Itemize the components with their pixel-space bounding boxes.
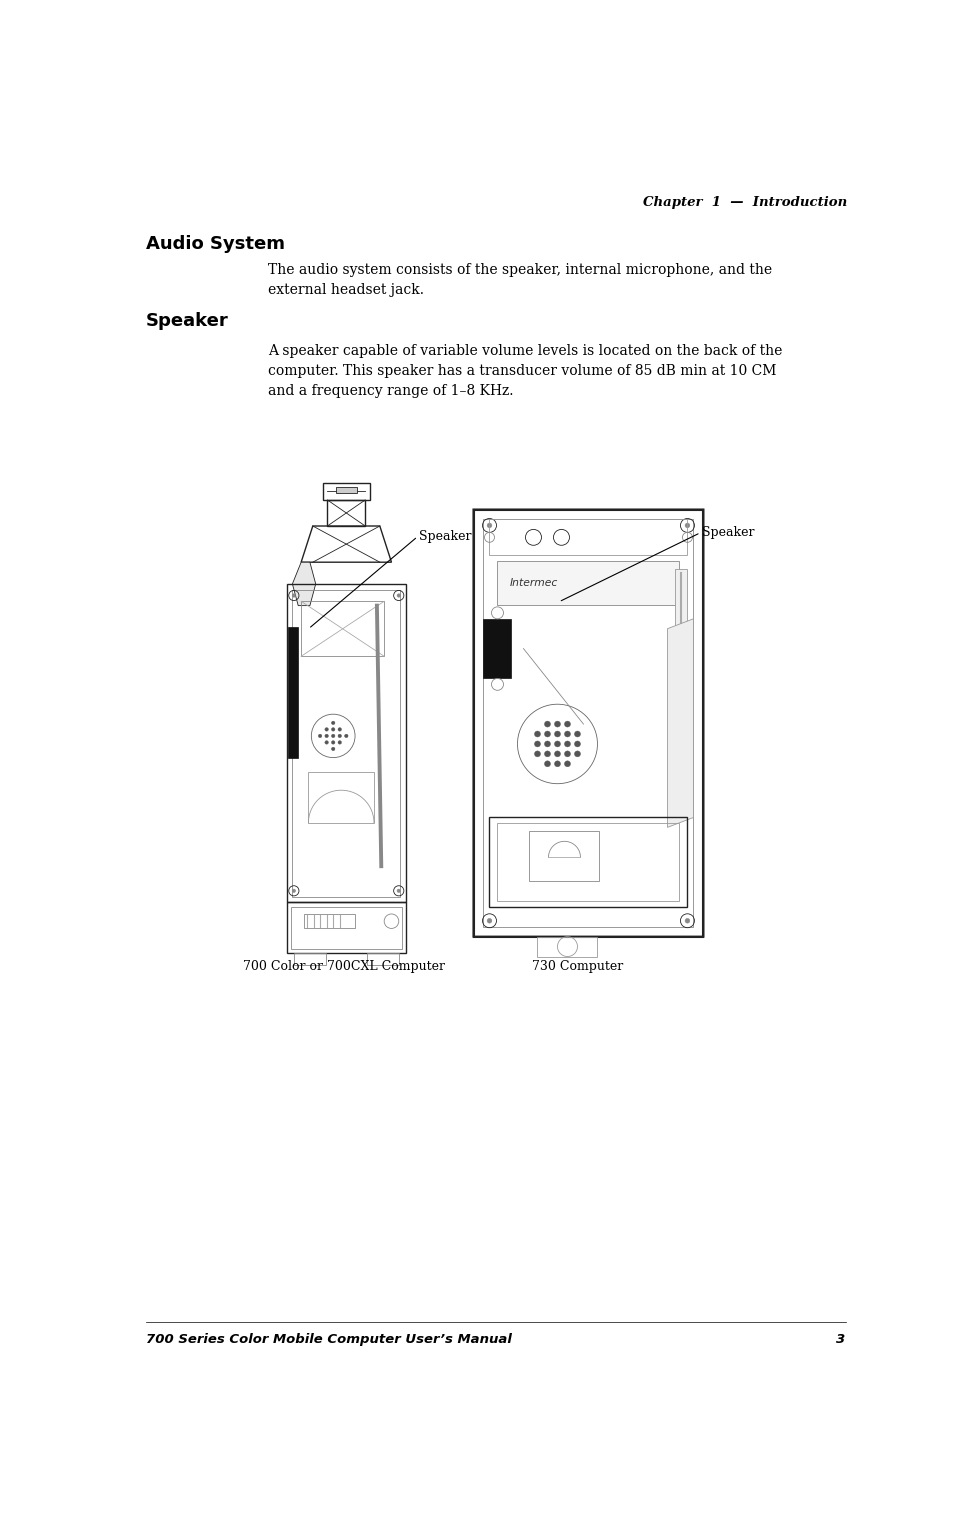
Circle shape: [325, 741, 329, 744]
Text: Intermec: Intermec: [510, 579, 558, 588]
Circle shape: [574, 741, 580, 747]
Circle shape: [332, 734, 335, 738]
Bar: [328, 500, 366, 526]
Bar: [484, 519, 693, 927]
Circle shape: [332, 722, 335, 725]
Circle shape: [565, 722, 571, 728]
Text: Speaker: Speaker: [146, 311, 228, 330]
Polygon shape: [292, 562, 315, 606]
Bar: [489, 519, 688, 556]
Circle shape: [332, 741, 335, 744]
Circle shape: [554, 750, 561, 756]
Bar: [304, 914, 355, 928]
Circle shape: [544, 750, 550, 756]
Circle shape: [487, 523, 492, 527]
Bar: [489, 817, 688, 907]
Bar: [294, 952, 326, 965]
Bar: [288, 627, 298, 758]
Bar: [292, 589, 400, 896]
Circle shape: [338, 728, 341, 731]
Circle shape: [554, 741, 561, 747]
Circle shape: [565, 750, 571, 756]
Polygon shape: [667, 618, 693, 828]
Circle shape: [318, 734, 322, 738]
Circle shape: [544, 741, 550, 747]
Bar: [366, 952, 398, 965]
Bar: [538, 937, 598, 957]
Bar: [291, 907, 401, 949]
Circle shape: [574, 750, 580, 756]
Circle shape: [565, 731, 571, 737]
Bar: [497, 561, 680, 605]
Bar: [676, 570, 688, 767]
Circle shape: [535, 731, 541, 737]
Bar: [323, 483, 369, 500]
Circle shape: [544, 731, 550, 737]
Circle shape: [332, 728, 335, 731]
Circle shape: [397, 594, 400, 597]
Bar: [497, 823, 680, 901]
Text: A speaker capable of variable volume levels is located on the back of the
comput: A speaker capable of variable volume lev…: [268, 343, 782, 398]
Circle shape: [565, 761, 571, 767]
Circle shape: [574, 731, 580, 737]
Circle shape: [338, 741, 341, 744]
Circle shape: [685, 919, 689, 924]
Circle shape: [535, 741, 541, 747]
Circle shape: [344, 734, 348, 738]
Circle shape: [325, 728, 329, 731]
Circle shape: [325, 734, 329, 738]
Circle shape: [292, 889, 296, 893]
Text: Speaker: Speaker: [420, 530, 472, 542]
Circle shape: [565, 741, 571, 747]
Text: 700 Series Color Mobile Computer User’s Manual: 700 Series Color Mobile Computer User’s …: [146, 1334, 512, 1346]
Bar: [474, 509, 703, 937]
Bar: [286, 902, 406, 952]
Bar: [530, 831, 600, 881]
Circle shape: [554, 722, 561, 728]
Text: Speaker: Speaker: [702, 526, 754, 539]
Bar: [286, 583, 406, 902]
Text: Audio System: Audio System: [146, 234, 284, 252]
Text: 700 Color or 700CXL Computer: 700 Color or 700CXL Computer: [243, 960, 445, 974]
Circle shape: [397, 889, 400, 893]
Circle shape: [535, 750, 541, 756]
Circle shape: [338, 734, 341, 738]
Circle shape: [544, 722, 550, 728]
Circle shape: [292, 594, 296, 597]
Circle shape: [487, 919, 492, 924]
Text: 3: 3: [836, 1334, 845, 1346]
Text: The audio system consists of the speaker, internal microphone, and the
external : The audio system consists of the speaker…: [268, 263, 773, 298]
Circle shape: [554, 761, 561, 767]
Circle shape: [685, 523, 689, 527]
Bar: [484, 618, 512, 679]
Text: 730 Computer: 730 Computer: [533, 960, 624, 974]
Circle shape: [554, 731, 561, 737]
Circle shape: [332, 747, 335, 750]
Text: Chapter  1  —  Introduction: Chapter 1 — Introduction: [643, 196, 847, 210]
Circle shape: [544, 761, 550, 767]
Bar: [337, 488, 357, 492]
